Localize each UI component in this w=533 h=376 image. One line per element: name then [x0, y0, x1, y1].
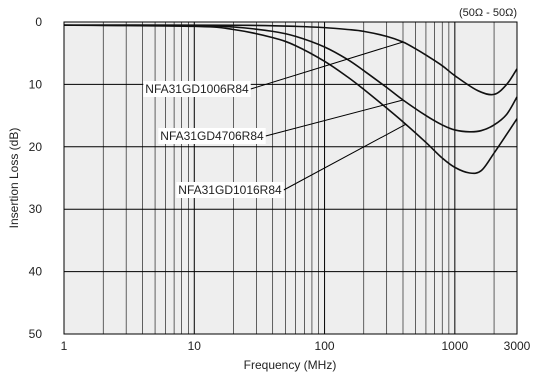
annotation-leaders [250, 41, 406, 191]
x-tick-label: 100 [315, 339, 335, 353]
x-tick-label: 1000 [441, 339, 468, 353]
leader-line-3 [283, 123, 406, 191]
leader-line-2 [265, 99, 404, 137]
x-tick-labels: 1 10 100 1000 3000 [61, 339, 531, 353]
y-tick-label: 30 [29, 202, 43, 216]
y-tick-label: 40 [29, 265, 43, 279]
curve-label-background [176, 182, 284, 198]
series-line-1 [63, 24, 518, 96]
major-gridlines [64, 22, 517, 334]
curve-label-background [158, 128, 266, 144]
leader-line-1 [250, 41, 404, 90]
curve-label-1: NFA31GD1006R84 [145, 82, 249, 96]
minor-gridlines [102, 22, 495, 334]
y-axis-title: Insertion Loss (dB) [7, 128, 21, 229]
y-tick-label: 0 [35, 15, 42, 29]
x-tick-label: 10 [188, 339, 202, 353]
x-tick-label: 3000 [504, 339, 531, 353]
curve-label-2: NFA31GD4706R84 [160, 129, 264, 143]
series-line-2 [63, 24, 518, 133]
y-tick-label: 20 [29, 140, 43, 154]
y-tick-label: 50 [29, 327, 43, 341]
series-layer [63, 24, 518, 175]
y-tick-labels: 0 10 20 30 40 50 [29, 15, 43, 341]
plot-frame [63, 21, 518, 335]
series-line-3 [63, 24, 518, 175]
y-tick-label: 10 [29, 77, 43, 91]
plot-background [64, 22, 517, 334]
x-axis-title: Frequency (MHz) [244, 358, 337, 372]
curve-labels: NFA31GD1006R84 NFA31GD4706R84 NFA31GD1016R… [143, 81, 284, 198]
impedance-note: (50Ω - 50Ω) [459, 7, 517, 19]
x-tick-label: 1 [61, 339, 68, 353]
curve-label-3: NFA31GD1016R84 [178, 183, 282, 197]
curve-label-background [143, 81, 251, 97]
